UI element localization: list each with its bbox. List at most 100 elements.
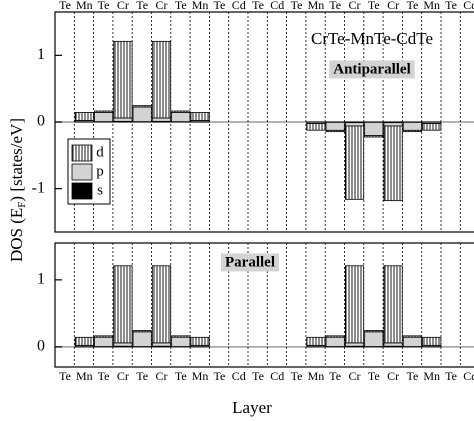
bar-segment [383,122,403,127]
layer-label: Te [98,0,110,12]
layer-label: Te [98,369,110,383]
annotation: Antiparallel [333,61,411,77]
bar-segment [364,331,384,347]
bar-segment [383,125,403,202]
layer-label: Cd [270,369,284,383]
panel-frame [54,242,474,368]
layer-label: Te [252,369,264,383]
layer-label: Te [175,369,187,383]
bar-segment [190,112,210,121]
layer-label: Mn [76,0,93,12]
bar-segment [383,342,403,347]
annotation: CrTe-MnTe-CdTe [311,29,433,48]
legend-label: p [96,163,104,179]
layer-label: Mn [76,369,93,383]
bar-segment [151,342,172,347]
bar-segment [325,129,345,133]
bar-segment [94,110,114,113]
y-axis-label: DOS (EF) [states/eV] [7,118,28,262]
layer-label: Mn [192,0,209,12]
layer-label: Te [213,369,225,383]
bar-segment [422,123,442,131]
y-tick-label: 0 [37,113,45,130]
bar-segment [94,335,114,338]
legend-swatch [71,144,93,162]
layer-label: Te [329,369,341,383]
layer-label: Mn [423,0,440,12]
legend-label: s [97,182,103,198]
legend-swatch [71,182,93,200]
bar-segment [171,335,191,338]
bar-segment [364,135,384,138]
layer-label: Cr [387,0,399,12]
bar-segment [94,111,114,123]
bar-segment [132,105,152,108]
layer-label: Te [329,0,341,12]
layer-label: Mn [308,0,325,12]
y-axis-label-part: ) [states/eV] [7,118,26,202]
bar-segment [402,129,422,133]
layer-label: Te [406,369,418,383]
layer-label: Te [252,0,264,12]
bar-segment [306,123,326,131]
bar-segment [113,117,133,122]
y-axis-label-sub: F [16,202,28,208]
bar-segment [325,121,345,131]
layer-label: Cr [117,369,129,383]
layer-label: Te [368,0,380,12]
bar-segment [132,331,152,347]
bar-segment [94,336,114,347]
layer-label: Te [291,0,303,12]
layer-label: Cr [156,0,168,12]
y-tick-label: 1 [37,271,45,288]
y-tick-label: 1 [37,46,45,63]
bar-segment [171,336,191,347]
bar-segment [113,342,133,347]
bar-segment [151,117,172,122]
layer-label: Te [136,369,148,383]
layer-label: Te [213,0,225,12]
legend-label: d [96,144,104,160]
layer-label: Cr [349,0,361,12]
bar-segment [325,335,345,338]
layer-label: Cd [232,0,246,12]
bar-segment [344,125,365,200]
bar-segment [364,330,384,333]
bar-segment [422,336,442,346]
bar-segment [364,121,384,137]
layer-label: Cr [156,369,168,383]
x-axis-label: Layer [232,398,272,417]
y-axis-label-part: DOS (E [7,208,26,262]
bar-segment [74,336,94,346]
y-tick-label: 0 [37,338,45,355]
bar-segment [113,265,133,344]
layer-label: Te [445,0,457,12]
bar-segment [113,40,133,119]
layer-label: Mn [423,369,440,383]
bar-segment [344,265,365,344]
annotation-box [221,253,279,272]
layer-label: Te [445,369,457,383]
bar-segment [325,336,345,347]
layer-label: Te [59,0,71,12]
layer-label: Cd [270,0,284,12]
bar-segment [383,265,403,344]
bar-segment [74,112,94,121]
bar-segment [132,106,152,123]
layer-label: Te [406,0,418,12]
layer-label: Mn [192,369,209,383]
layer-label: Te [291,369,303,383]
layer-label: Te [175,0,187,12]
bar-segment [344,342,365,347]
bar-segment [402,121,422,131]
layer-label: Cr [349,369,361,383]
bar-segment [132,330,152,333]
bar-segment [190,336,210,346]
annotation: Parallel [225,254,275,270]
bar-segment [151,265,172,344]
annotation-box [329,60,415,79]
layer-label: Cd [232,369,246,383]
bar-segment [171,110,191,113]
y-tick-label: -1 [32,179,45,196]
